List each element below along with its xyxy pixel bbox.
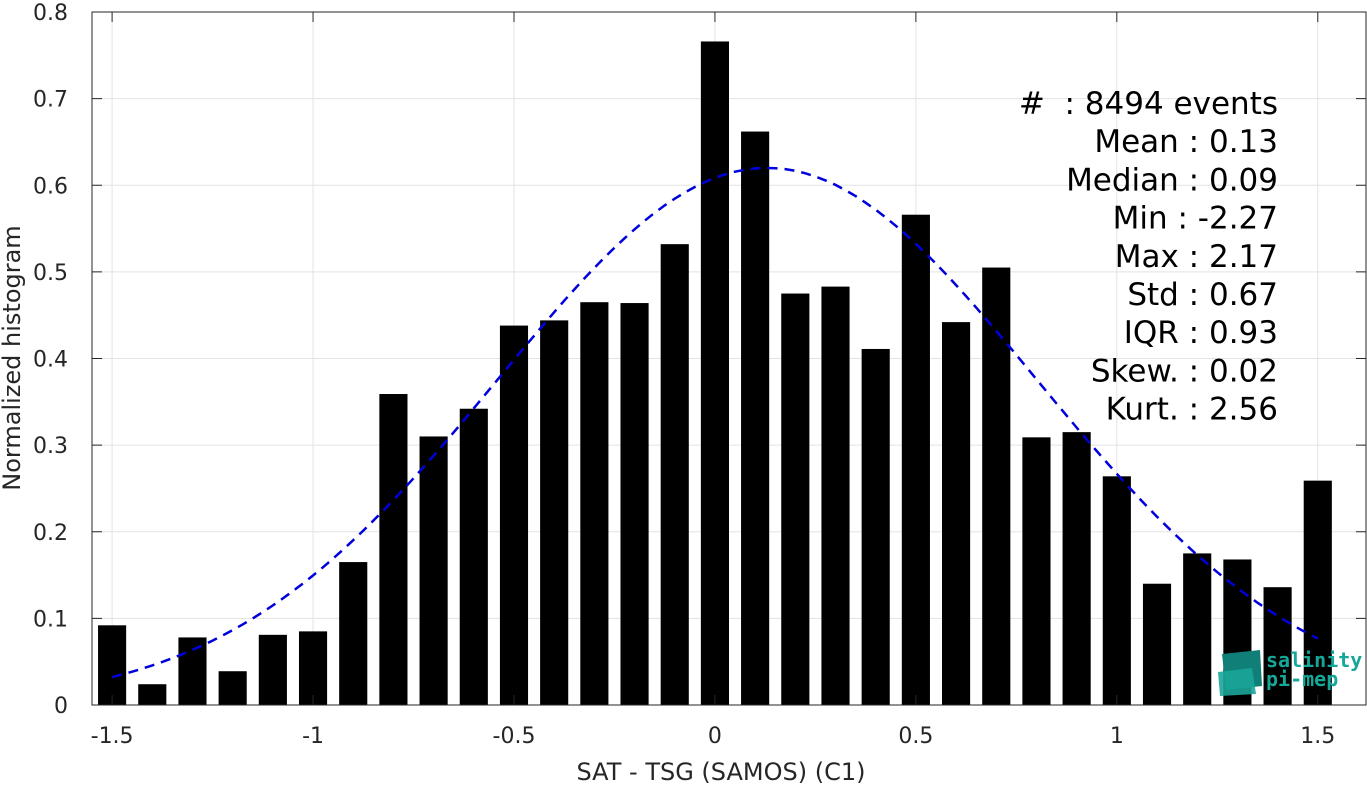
histogram-bar [258, 634, 287, 705]
stat-line: Std : 0.67 [1127, 277, 1278, 313]
histogram-bar [1022, 437, 1051, 705]
y-axis-label: Normalized histogram [0, 225, 26, 490]
histogram-bar [660, 244, 689, 705]
y-tick-labels: 0 0.1 0.2 0.3 0.4 0.5 0.6 0.7 0.8 [33, 1, 68, 719]
stat-line: Median : 0.09 [1066, 162, 1278, 198]
histogram-bar [580, 302, 609, 705]
histogram-bar [700, 41, 729, 705]
histogram-bar [218, 671, 247, 705]
histogram-bar [499, 325, 529, 705]
histogram-bar [982, 267, 1011, 705]
histogram-bar [1263, 587, 1292, 705]
x-tick-label: 1 [1110, 724, 1124, 749]
y-tick-label: 0.2 [33, 521, 68, 546]
logo-shape-front [1218, 668, 1256, 696]
x-axis-label: SAT - TSG (SAMOS) (C1) [577, 758, 866, 785]
stat-line: Kurt. : 2.56 [1106, 392, 1278, 428]
histogram-bar [1062, 432, 1091, 705]
histogram-bar [138, 684, 167, 705]
y-tick-label: 0.7 [33, 88, 68, 113]
y-tick-label: 0.4 [33, 348, 68, 373]
ticks-layer [92, 11, 1366, 706]
histogram-bar [1102, 476, 1131, 705]
x-tick-labels: -1.5 -1 -0.5 0 0.5 1 1.5 [91, 724, 1336, 749]
y-tick-label: 0.1 [33, 607, 68, 632]
histogram-bar [901, 214, 930, 705]
histogram-bar [1183, 553, 1212, 705]
histogram-bar [781, 293, 810, 705]
x-tick-label: -0.5 [493, 724, 536, 749]
histogram-bar [540, 320, 569, 705]
logo-line-2: pi-mep [1266, 667, 1338, 691]
y-tick-label: 0 [54, 694, 68, 719]
y-tick-label: 0.3 [33, 434, 68, 459]
histogram-bar [298, 631, 328, 705]
stat-line: Min : -2.27 [1113, 201, 1278, 237]
salinity-pi-mep-logo: salinity pi-mep [1218, 648, 1362, 696]
histogram-bar [98, 625, 127, 705]
stat-line: IQR : 0.93 [1124, 315, 1278, 351]
x-tick-label: 0 [708, 724, 722, 749]
gaussian-fit-curve [111, 166, 1319, 679]
histogram-bar [741, 131, 770, 706]
histogram-bar [1142, 583, 1172, 705]
x-tick-label: -1 [302, 724, 324, 749]
stat-line: Skew. : 0.02 [1091, 353, 1278, 389]
y-tick-label: 0.5 [33, 261, 68, 286]
x-tick-label: 1.5 [1300, 724, 1335, 749]
x-tick-label: 0.5 [898, 724, 933, 749]
y-tick-label: 0.6 [33, 174, 68, 199]
histogram-bar [178, 637, 207, 705]
histogram-bar [861, 348, 890, 705]
histogram-bar [459, 408, 488, 705]
x-tick-label: -1.5 [91, 724, 134, 749]
bars-layer [98, 41, 1332, 706]
histogram-bar [339, 562, 368, 705]
histogram-bar [942, 322, 971, 705]
stat-line: # : 8494 events [1019, 86, 1278, 122]
stat-line: Mean : 0.13 [1094, 124, 1278, 160]
histogram-bar [379, 394, 408, 705]
logo-line-1: salinity [1266, 648, 1362, 672]
y-tick-label: 0.8 [33, 1, 68, 26]
stat-line: Max : 2.17 [1115, 239, 1278, 275]
histogram-bar [821, 286, 850, 705]
histogram-bar [620, 303, 649, 705]
histogram-bar [419, 436, 448, 705]
histogram-bar [1303, 480, 1332, 705]
